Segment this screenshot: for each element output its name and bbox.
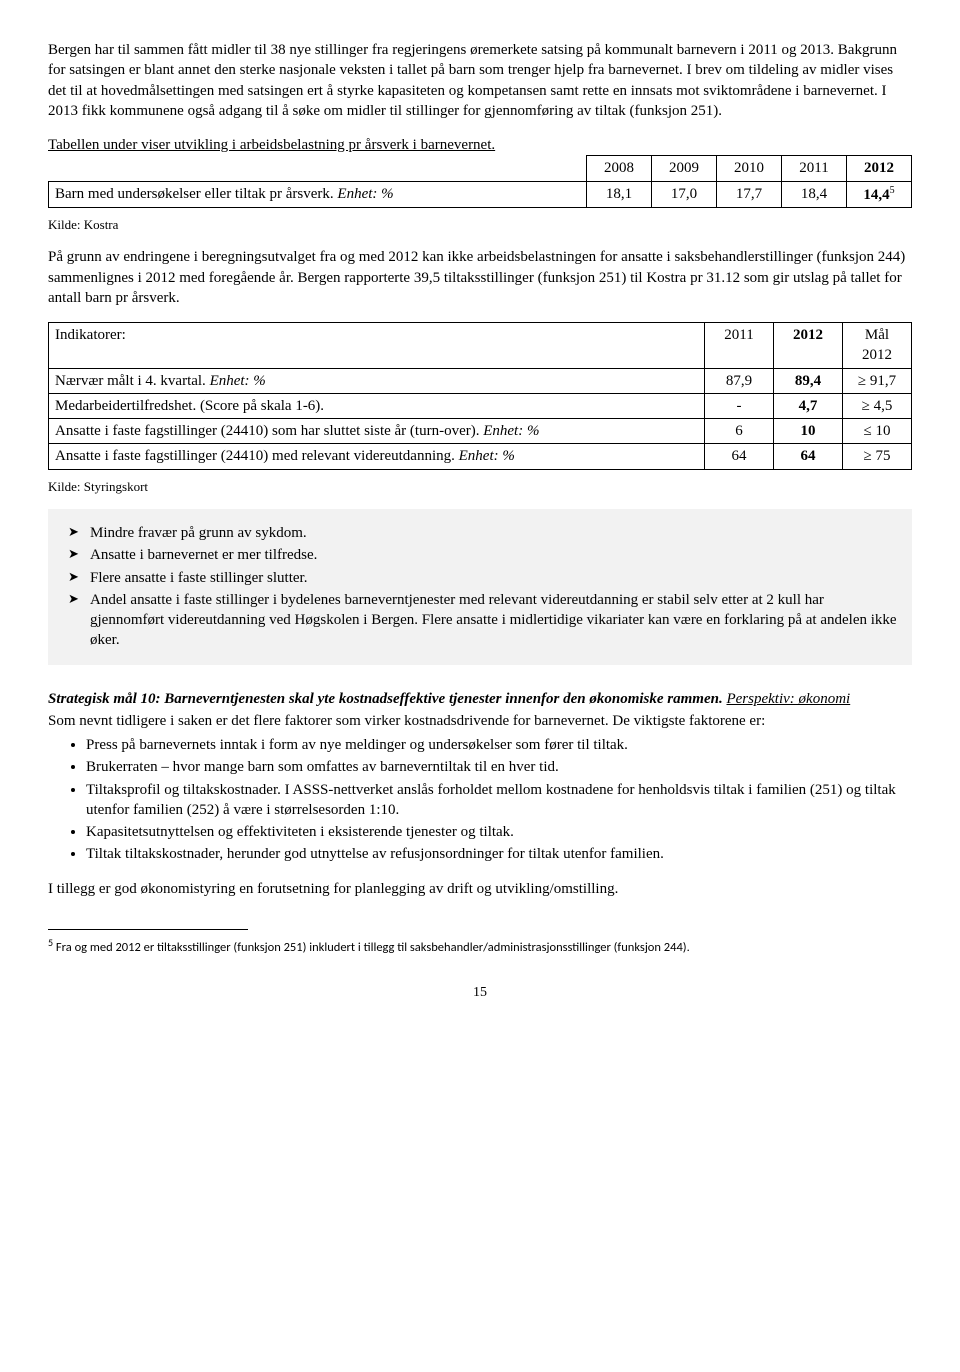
list-item: Tiltaksprofil og tiltakskostnader. I ASS… (86, 780, 912, 821)
list-item: Brukerraten – hvor mange barn som omfatt… (86, 757, 912, 777)
header-2012: 2012 (774, 323, 843, 369)
list-item: Tiltak tiltakskostnader, herunder god ut… (86, 844, 912, 864)
cell-2011: 6 (705, 419, 774, 444)
label-unit: Enhet: % (483, 423, 539, 439)
bold-value: 14,4 (863, 187, 889, 203)
table-row: Medarbeidertilfredshet. (Score på skala … (49, 393, 912, 418)
cell-2012: 10 (774, 419, 843, 444)
header-mal: Mål 2012 (843, 323, 912, 369)
perspective-label: Perspektiv: økonomi (726, 691, 850, 707)
list-item: Mindre fravær på grunn av sykdom. (90, 523, 898, 543)
header-2011: 2011 (705, 323, 774, 369)
footnote-separator (48, 929, 248, 930)
factors-intro: Som nevnt tidligere i saken er det flere… (48, 711, 912, 731)
header-indikatorer: Indikatorer: (49, 323, 705, 369)
cell-value: 18,1 (587, 181, 652, 207)
list-item: Ansatte i barnevernet er mer tilfredse. (90, 545, 898, 565)
label-unit: Enhet: % (459, 448, 515, 464)
table-header-row: Indikatorer: 2011 2012 Mål 2012 (49, 323, 912, 369)
cell-2012: 64 (774, 444, 843, 469)
summary-list: Mindre fravær på grunn av sykdom. Ansatt… (62, 523, 898, 651)
row-label: Ansatte i faste fagstillinger (24410) me… (49, 444, 705, 469)
page-number: 15 (48, 984, 912, 1003)
cell-2011: 64 (705, 444, 774, 469)
list-item: Kapasitetsutnyttelsen og effektiviteten … (86, 822, 912, 842)
footnote: 5 Fra og med 2012 er tiltaksstillinger (… (48, 936, 912, 956)
footnote-text: Fra og med 2012 er tiltaksstillinger (fu… (53, 940, 690, 955)
label-text: Ansatte i faste fagstillinger (24410) so… (55, 423, 483, 439)
factors-list: Press på barnevernets inntak i form av n… (48, 735, 912, 865)
source-note: Kilde: Kostra (48, 216, 912, 234)
summary-box: Mindre fravær på grunn av sykdom. Ansatt… (48, 509, 912, 665)
goal-heading: Strategisk mål 10: Barneverntjenesten sk… (48, 691, 723, 707)
label-text: Nærvær målt i 4. kvartal. (55, 373, 210, 389)
label-text: Medarbeidertilfredshet. (Score på skala … (55, 398, 324, 414)
cell-mal: ≥ 4,5 (843, 393, 912, 418)
cell-value: 17,0 (652, 181, 717, 207)
list-item: Flere ansatte i faste stillinger slutter… (90, 568, 898, 588)
year-header: 2008 (587, 156, 652, 181)
cell-value: 17,7 (717, 181, 782, 207)
row-label: Ansatte i faste fagstillinger (24410) so… (49, 419, 705, 444)
paragraph-intro: Bergen har til sammen fått midler til 38… (48, 40, 912, 121)
year-header: 2010 (717, 156, 782, 181)
cell-mal: ≥ 75 (843, 444, 912, 469)
label-unit: Enhet: % (210, 373, 266, 389)
list-item: Press på barnevernets inntak i form av n… (86, 735, 912, 755)
year-header: 2011 (782, 156, 847, 181)
table1-caption: Tabellen under viser utvikling i arbeids… (48, 135, 912, 155)
table-header-row: 2008 2009 2010 2011 2012 (49, 156, 912, 181)
cell-2012: 4,7 (774, 393, 843, 418)
workload-table: 2008 2009 2010 2011 2012 Barn med unders… (48, 155, 912, 208)
row-label: Barn med undersøkelser eller tiltak pr å… (49, 181, 587, 207)
goal-paragraph: Strategisk mål 10: Barneverntjenesten sk… (48, 689, 912, 709)
closing-paragraph: I tillegg er god økonomistyring en forut… (48, 879, 912, 899)
row-label: Nærvær målt i 4. kvartal. Enhet: % (49, 368, 705, 393)
source-note: Kilde: Styringskort (48, 478, 912, 496)
table-row: Nærvær målt i 4. kvartal. Enhet: % 87,9 … (49, 368, 912, 393)
footnote-ref: 5 (890, 185, 895, 196)
year-header: 2012 (847, 156, 912, 181)
cell-mal: ≤ 10 (843, 419, 912, 444)
table-row: Barn med undersøkelser eller tiltak pr å… (49, 181, 912, 207)
row-label-unit: Enhet: % (337, 186, 393, 202)
cell-2011: - (705, 393, 774, 418)
list-item: Andel ansatte i faste stillinger i bydel… (90, 590, 898, 651)
cell-value: 18,4 (782, 181, 847, 207)
cell-2011: 87,9 (705, 368, 774, 393)
cell-2012: 89,4 (774, 368, 843, 393)
cell-mal: ≥ 91,7 (843, 368, 912, 393)
table-row: Ansatte i faste fagstillinger (24410) me… (49, 444, 912, 469)
indicator-table: Indikatorer: 2011 2012 Mål 2012 Nærvær m… (48, 322, 912, 470)
cell-value-bold: 14,45 (847, 181, 912, 207)
row-label-text: Barn med undersøkelser eller tiltak pr å… (55, 186, 337, 202)
label-text: Ansatte i faste fagstillinger (24410) me… (55, 448, 459, 464)
paragraph-note: På grunn av endringene i beregningsutval… (48, 247, 912, 308)
table-row: Ansatte i faste fagstillinger (24410) so… (49, 419, 912, 444)
row-label: Medarbeidertilfredshet. (Score på skala … (49, 393, 705, 418)
year-header: 2009 (652, 156, 717, 181)
